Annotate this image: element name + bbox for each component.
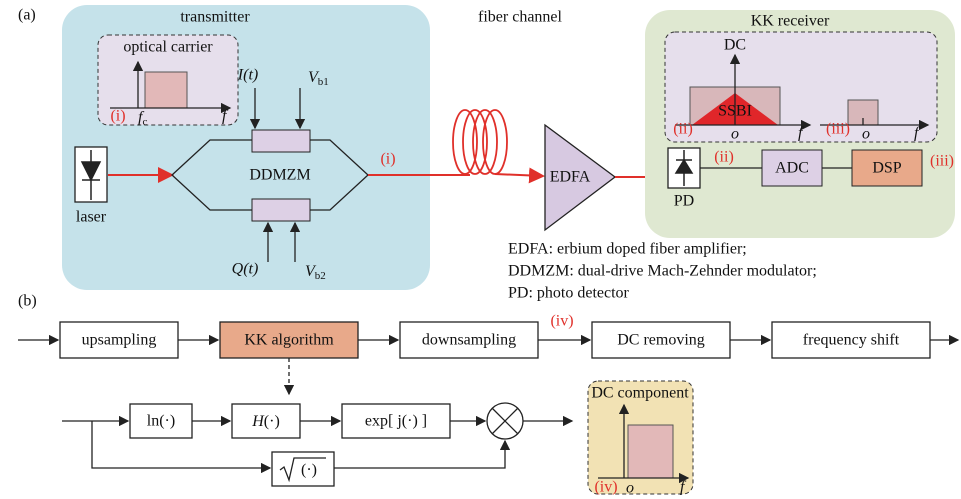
process-label: upsampling	[82, 332, 157, 349]
dsp-label: DSP	[872, 160, 901, 177]
v-sub: b1	[318, 76, 329, 88]
diagram: (a) transmitter optical carrier (i) fc f…	[0, 0, 961, 499]
spectrum	[628, 425, 673, 478]
fc-sub: c	[142, 116, 147, 128]
process-label: KK algorithm	[244, 332, 334, 349]
o-label: o	[626, 480, 634, 497]
pd-label: PD	[674, 193, 694, 210]
h-rest: (·)	[264, 413, 280, 430]
process-label: DC removing	[617, 332, 705, 349]
marker: (i)	[110, 108, 125, 125]
sqrt-label: (·)	[301, 462, 317, 479]
marker: (ii)	[714, 149, 734, 166]
marker: (ii)	[673, 121, 693, 138]
dc-title: DC component	[591, 385, 689, 402]
dc-label: DC	[724, 37, 746, 54]
exp-label: exp[ j(·) ]	[365, 413, 427, 430]
modulator-label: DDMZM	[249, 167, 310, 184]
ln-label: ln(·)	[147, 413, 175, 430]
ssbi-label: SSBI	[718, 103, 752, 120]
v-sub: b2	[315, 270, 326, 282]
edfa-label: EDFA	[550, 169, 591, 186]
carrier-title: optical carrier	[123, 39, 213, 56]
electrode	[252, 130, 310, 152]
marker: (iii)	[930, 153, 954, 170]
h-label: H(·)	[251, 413, 280, 430]
arrow	[334, 441, 505, 468]
panel-label: (a)	[18, 7, 36, 24]
transmitter-title: transmitter	[180, 9, 250, 26]
process-label: downsampling	[422, 332, 516, 349]
electrode	[252, 199, 310, 221]
legend-line: DDMZM: dual-drive Mach-Zehnder modulator…	[508, 263, 817, 280]
it-label: I(t)	[237, 67, 258, 84]
optical-path	[495, 174, 543, 176]
receiver-title: KK receiver	[751, 13, 830, 30]
adc-label: ADC	[775, 160, 809, 177]
legend-line: PD: photo detector	[508, 285, 630, 302]
legend-line: EDFA: erbium doped fiber amplifier;	[508, 241, 747, 258]
panel-label: (b)	[18, 293, 37, 310]
process-label: frequency shift	[803, 332, 900, 349]
marker: (iv)	[550, 313, 573, 330]
o-label: o	[731, 126, 739, 143]
fiber-label: fiber channel	[478, 9, 563, 26]
laser-label: laser	[76, 209, 107, 226]
o-label: o	[862, 126, 870, 143]
spectrum	[145, 72, 187, 108]
pipeline: upsampling KK algorithm downsampling DC rem…	[18, 322, 958, 358]
marker: (iii)	[826, 121, 850, 138]
marker: (i)	[380, 151, 395, 168]
marker: (iv)	[594, 479, 617, 496]
fiber-coil	[453, 110, 507, 174]
qt-label: Q(t)	[232, 261, 259, 278]
